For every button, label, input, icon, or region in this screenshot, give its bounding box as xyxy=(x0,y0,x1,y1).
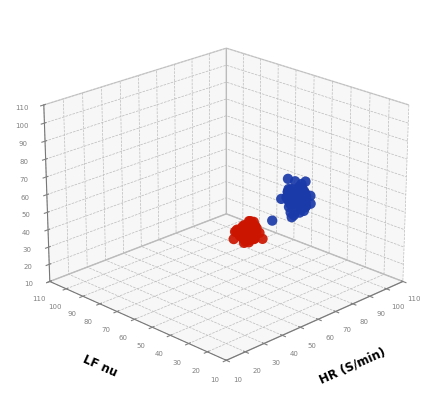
X-axis label: HR (S/min): HR (S/min) xyxy=(317,346,388,387)
Y-axis label: LF nu: LF nu xyxy=(81,353,119,380)
